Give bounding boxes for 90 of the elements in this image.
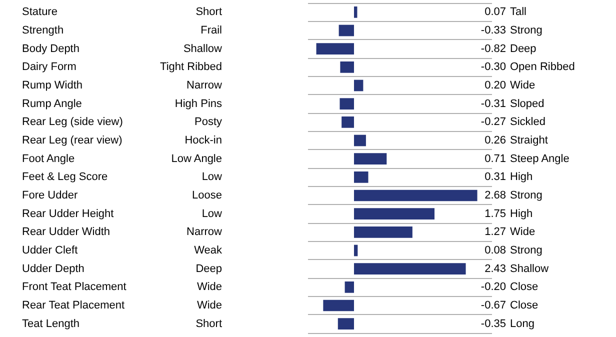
data-label: 1.27 [484, 226, 506, 238]
y-tick-label: Teat Length [22, 318, 80, 330]
text: Frail [200, 24, 222, 36]
text: Close [510, 281, 538, 294]
data-label: 0.08 [484, 244, 506, 256]
text: Deep [510, 42, 536, 55]
bar [342, 116, 354, 128]
data-label: -0.27 [480, 116, 506, 128]
y-tick-label: Dairy Form [22, 61, 76, 74]
y-tick-label: Udder Depth [22, 262, 84, 275]
text: Strong [510, 190, 542, 202]
y-tick-label: Feet & Leg Score [22, 171, 108, 184]
data-label: 2.68 [484, 190, 506, 202]
text: Sickled [510, 116, 546, 128]
bar [354, 153, 387, 165]
data-label: 0.31 [484, 171, 506, 184]
text: Strong [510, 24, 542, 36]
bar [338, 318, 354, 330]
text: Steep Angle [510, 152, 570, 165]
text: Wide [510, 226, 536, 238]
text: Narrow [186, 80, 222, 92]
data-label: -0.20 [480, 281, 506, 294]
y-tick-label: Rear Teat Placement [22, 300, 125, 312]
y-tick-label: Rear Leg (side view) [22, 116, 123, 128]
text: Posty [194, 116, 222, 128]
text: Wide [510, 80, 536, 92]
data-label: -0.82 [480, 42, 506, 55]
text: Shallow [510, 262, 549, 275]
bar [316, 43, 354, 55]
text: High [510, 208, 533, 220]
text: High [510, 171, 533, 184]
data-label: -0.33 [480, 24, 506, 36]
text: Straight [510, 134, 548, 146]
y-tick-label: Stature [22, 6, 58, 18]
data-label: -0.30 [480, 61, 506, 74]
text: Low Angle [171, 152, 222, 165]
text: Open Ribbed [510, 61, 575, 74]
text: Sloped [510, 98, 544, 110]
bar [354, 6, 358, 18]
text: Short [196, 318, 222, 330]
data-label: 0.26 [484, 134, 506, 146]
text: Close [510, 300, 538, 312]
data-label: -0.31 [480, 98, 506, 110]
data-label: -0.35 [480, 318, 506, 330]
text: Shallow [183, 42, 222, 55]
y-tick-label: Rear Udder Width [22, 226, 110, 238]
text: Narrow [186, 226, 222, 238]
bar [354, 226, 412, 238]
y-tick-label: Fore Udder [22, 190, 78, 202]
data-label: 0.20 [484, 80, 506, 92]
text: Tall [510, 6, 527, 18]
bar [338, 24, 354, 36]
y-tick-label: Rear Leg (rear view) [22, 134, 122, 146]
y-tick-label: Rear Udder Height [22, 208, 114, 220]
y-tick-label: Foot Angle [22, 152, 75, 165]
text: Hock-in [184, 134, 222, 146]
y-tick-label: Udder Cleft [22, 244, 78, 256]
data-label: 2.43 [484, 262, 506, 275]
text: Low [202, 208, 222, 220]
data-label: 0.07 [484, 6, 506, 18]
y-tick-label: Strength [22, 24, 64, 36]
bar [340, 61, 354, 73]
text: High Pins [174, 98, 222, 110]
bar [354, 134, 366, 146]
bar [344, 281, 354, 293]
y-tick-label: Front Teat Placement [22, 281, 126, 294]
text: Strong [510, 244, 542, 256]
bar [340, 98, 354, 110]
bar [354, 263, 466, 275]
text: Wide [196, 300, 222, 312]
text: Tight Ribbed [160, 61, 222, 74]
bar [354, 171, 368, 183]
text: Deep [196, 262, 222, 275]
bar [354, 190, 478, 202]
data-label: 1.75 [484, 208, 506, 220]
text: Weak [194, 244, 222, 256]
bar [354, 80, 364, 92]
text: Wide [196, 281, 222, 294]
text: Low [202, 171, 222, 184]
y-tick-label: Rump Width [22, 80, 83, 92]
data-label: 0.71 [484, 152, 506, 165]
data-label: -0.67 [480, 300, 506, 312]
text: Loose [192, 190, 222, 202]
text: Long [510, 318, 534, 330]
bar [354, 244, 358, 256]
y-tick-label: Body Depth [22, 42, 80, 55]
y-tick-label: Rump Angle [22, 98, 82, 110]
text: Short [196, 6, 222, 18]
bar [323, 300, 354, 312]
bar [354, 208, 434, 220]
